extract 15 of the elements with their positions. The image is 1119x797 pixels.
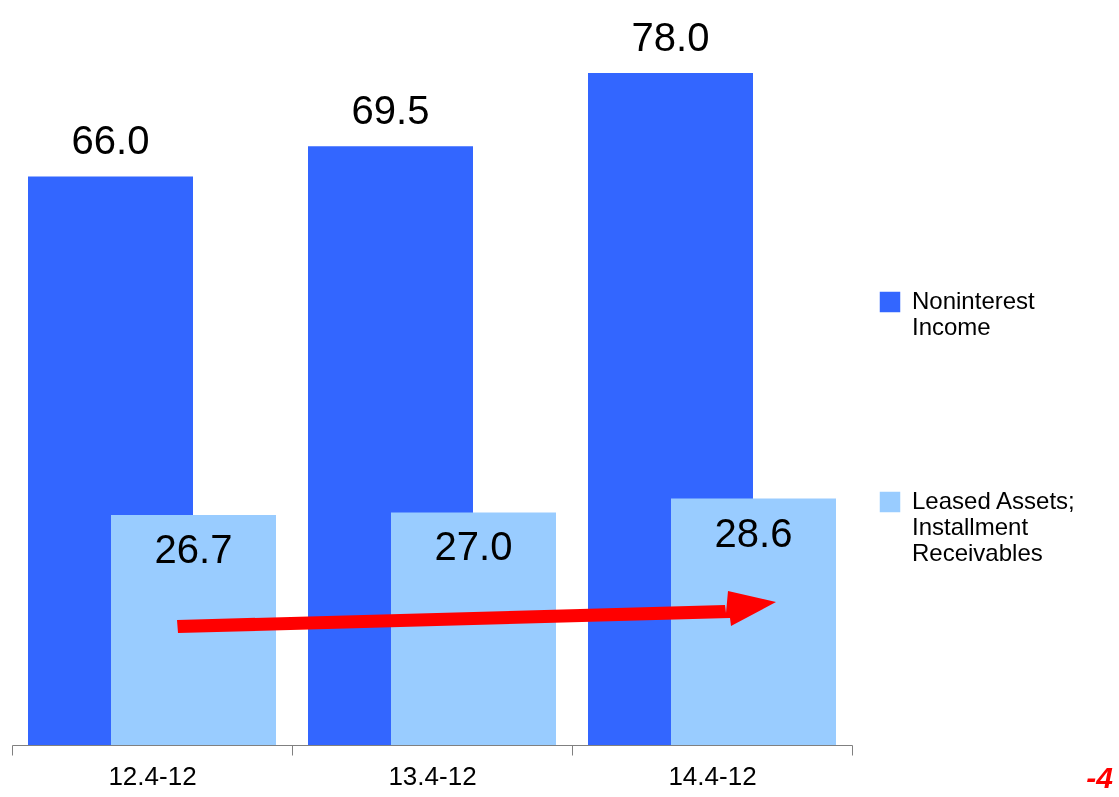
data-label: 27.0: [434, 524, 513, 569]
bar: [111, 514, 276, 745]
bar: [391, 512, 556, 745]
x-tick-label: 13.4-12: [388, 760, 477, 791]
data-label: 69.5: [351, 88, 430, 133]
x-tick-label: 12.4-12: [108, 760, 197, 791]
x-tick-label: 14.4-12: [668, 760, 757, 791]
data-label: 28.6: [714, 510, 793, 555]
data-label: 66.0: [71, 118, 150, 163]
data-label: 78.0: [631, 15, 710, 59]
data-label: 26.7: [154, 526, 233, 571]
bar: [671, 498, 836, 745]
legend-label: Leased Assets; Installment Receivables: [912, 487, 1075, 566]
legend-label: Noninterest Income: [912, 287, 1036, 340]
text: -4: [1086, 761, 1113, 795]
